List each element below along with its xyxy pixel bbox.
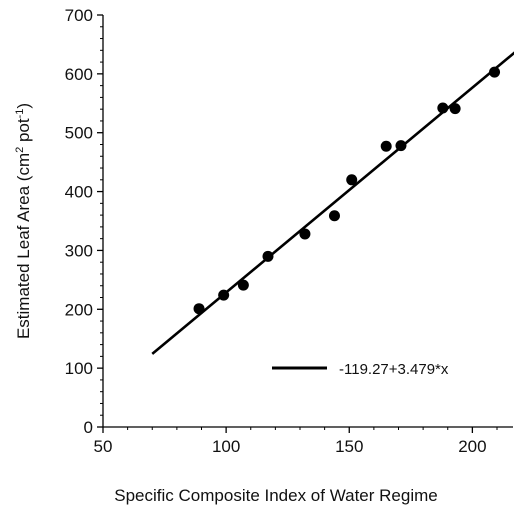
data-point [218, 289, 230, 301]
x-tick-label: 200 [458, 437, 486, 456]
y-tick-label: 400 [65, 183, 93, 202]
y-axis-title-prefix: Estimated Leaf Area (cm [14, 153, 33, 339]
legend: -119.27+3.479*x [272, 361, 449, 378]
data-point [262, 250, 274, 262]
x-tick-label: 100 [212, 437, 240, 456]
y-tick-label: 700 [65, 6, 93, 25]
x-tick-label: 50 [94, 437, 113, 456]
data-points [193, 66, 501, 315]
data-point [299, 228, 311, 240]
y-tick-label: 200 [65, 300, 93, 319]
y-tick-label: 100 [65, 359, 93, 378]
data-point [237, 279, 249, 291]
y-axis-title-middle: pot [14, 118, 33, 147]
tick-labels: 0 100 200 300 400 500 600 700 50 100 150 200 [65, 6, 487, 456]
y-tick-label: 500 [65, 124, 93, 143]
data-point [489, 66, 501, 78]
y-tick-label: 300 [65, 241, 93, 260]
data-point [380, 140, 392, 152]
data-point [328, 210, 340, 222]
axes [102, 15, 513, 428]
data-point [449, 103, 461, 115]
legend-label: -119.27+3.479*x [339, 361, 449, 378]
fit-line [151, 51, 514, 355]
fit-line-group [151, 51, 514, 355]
data-point [346, 174, 358, 186]
y-tick-label: 0 [84, 418, 93, 437]
y-axis-title-sup2: -1 [14, 109, 26, 119]
y-tick-label: 600 [65, 65, 93, 84]
data-point [193, 303, 205, 315]
y-axis-title-suffix: ) [14, 103, 33, 109]
data-point [437, 102, 449, 114]
x-axis-title: Specific Composite Index of Water Regime [114, 486, 437, 505]
x-tick-label: 150 [335, 437, 363, 456]
data-point [395, 140, 407, 152]
ticks [97, 14, 498, 433]
y-axis-title-sup1: 2 [14, 147, 26, 153]
y-axis-title: Estimated Leaf Area (cm2 pot-1) [14, 103, 33, 339]
